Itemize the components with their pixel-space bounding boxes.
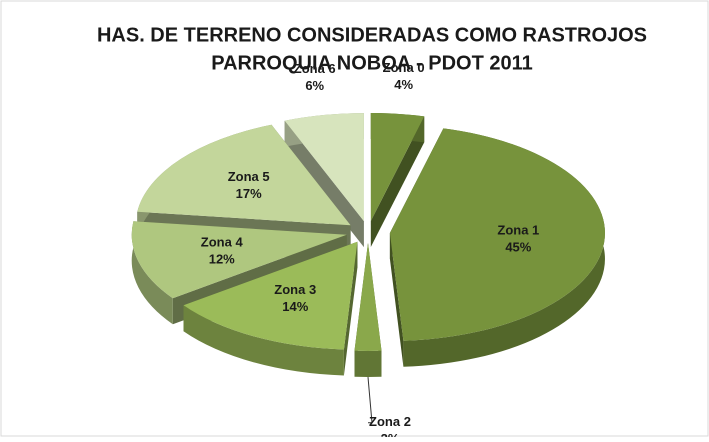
slice bbox=[284, 113, 364, 248]
data-label-name: Zona 4 bbox=[201, 234, 244, 249]
data-label-name: Zona 6 bbox=[294, 61, 336, 76]
slice bbox=[389, 128, 605, 367]
slice-wall bbox=[131, 221, 173, 325]
data-label-value: 14% bbox=[282, 299, 308, 314]
slice-top bbox=[284, 113, 364, 222]
slice bbox=[370, 113, 425, 248]
chart-title: HAS. DE TERRENO CONSIDERADAS COMO RASTRO… bbox=[97, 24, 647, 46]
data-label-name: Zona 3 bbox=[274, 282, 316, 297]
slice-top bbox=[137, 124, 351, 226]
data-label-name: Zona 2 bbox=[369, 414, 411, 429]
slice-top bbox=[389, 128, 605, 341]
data-label-name: Zona 1 bbox=[497, 223, 539, 238]
leader-line bbox=[367, 377, 373, 424]
slice bbox=[354, 243, 382, 378]
data-label-name: Zona 0 bbox=[383, 60, 425, 75]
data-label-value: 12% bbox=[209, 251, 235, 266]
data-label-value: 6% bbox=[305, 78, 324, 93]
data-label-name: Zona 5 bbox=[228, 169, 270, 184]
chart-subtitle: PARROQUIA NOBOA - PDOT 2011 bbox=[211, 52, 533, 74]
slice-side bbox=[284, 120, 364, 248]
data-label-value: 45% bbox=[505, 240, 531, 255]
slice-wall bbox=[354, 350, 382, 378]
slice-top bbox=[370, 113, 425, 221]
slice-wall bbox=[183, 305, 344, 376]
slice-top bbox=[183, 241, 358, 350]
slice-side bbox=[370, 116, 425, 248]
slice-side bbox=[343, 241, 358, 376]
slice-top bbox=[131, 221, 347, 299]
slice bbox=[183, 241, 358, 376]
data-label-value: 2% bbox=[381, 431, 400, 437]
data-label-value: 17% bbox=[236, 186, 262, 201]
data-label-value: 4% bbox=[394, 77, 413, 92]
slice-top bbox=[354, 243, 382, 352]
slice-side bbox=[389, 233, 404, 367]
